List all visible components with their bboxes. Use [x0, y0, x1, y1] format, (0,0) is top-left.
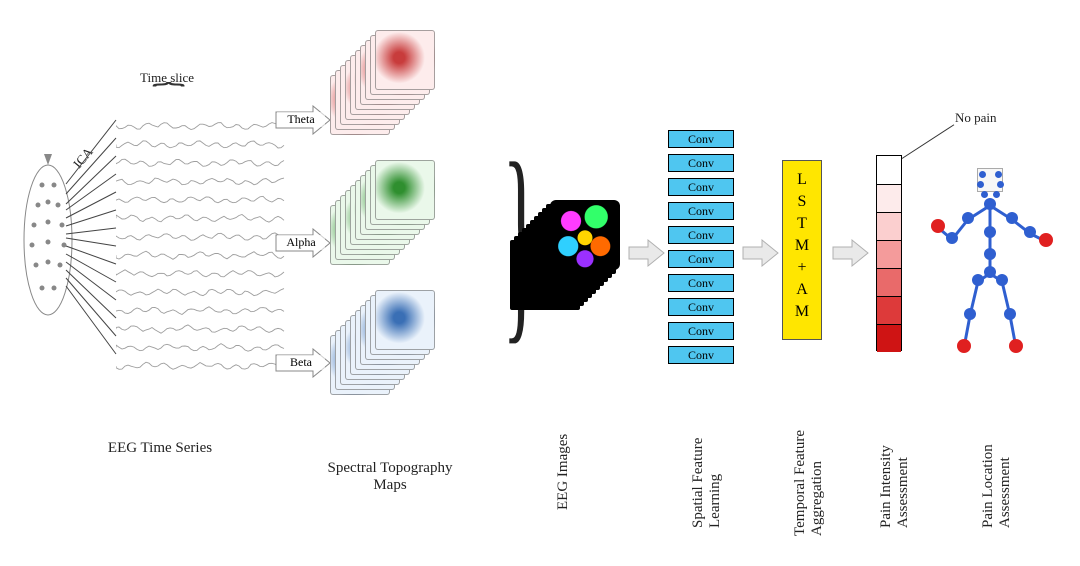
flow-arrow-icon: [742, 238, 780, 273]
lstm-letter: S: [783, 191, 821, 213]
intensity-segment: [877, 268, 901, 296]
skeleton-joint: [997, 181, 1004, 188]
skeleton-joint: [962, 212, 974, 224]
band-arrow-label: Beta: [277, 355, 325, 370]
lstm-am-block: LSTM+AM: [782, 160, 822, 340]
intensity-segment: [877, 184, 901, 212]
lstm-letter: L: [783, 169, 821, 191]
stage-spectral-maps: [330, 30, 500, 450]
pain-joint: [1039, 233, 1053, 247]
stage-label-spatial: Spatial Feature Learning: [690, 398, 724, 528]
skeleton-joint: [979, 171, 986, 178]
conv-layer: Conv: [668, 154, 734, 172]
stage-label-spectral: Spectral Topography Maps: [300, 460, 480, 494]
pain-joint: [1009, 339, 1023, 353]
eeg-image-tile: [550, 200, 620, 270]
conv-layer: Conv: [668, 298, 734, 316]
eeg-waveforms: [116, 116, 286, 376]
time-slice-brace-icon: ⏞: [152, 82, 185, 108]
flow-arrow-icon: [628, 238, 666, 273]
conv-layer: Conv: [668, 322, 734, 340]
stage-spatial-learning: Conv Conv Conv Conv Conv Conv Conv Conv Conv Conv: [668, 130, 738, 380]
stage-label-images: EEG Images: [555, 400, 572, 510]
topo-tile: [375, 290, 435, 350]
pain-joint: [931, 219, 945, 233]
topo-tile: [375, 30, 435, 90]
skeleton-joint: [1004, 308, 1016, 320]
pain-joint: [957, 339, 971, 353]
band-arrow-beta: Beta: [275, 348, 331, 383]
skeleton-joint: [993, 191, 1000, 198]
intensity-segment: [877, 324, 901, 352]
skeleton-joint: [1024, 226, 1036, 238]
skeleton-joint: [946, 232, 958, 244]
conv-layer: Conv: [668, 178, 734, 196]
lstm-letter: A: [783, 279, 821, 301]
skeleton-joint: [964, 308, 976, 320]
skeleton-joint: [1006, 212, 1018, 224]
skeleton-joint: [996, 274, 1008, 286]
lstm-letter: M: [783, 301, 821, 323]
band-arrow-theta: Theta: [275, 105, 331, 140]
skeleton-joint: [984, 248, 996, 260]
conv-layer: Conv: [668, 226, 734, 244]
skeleton-joint: [972, 274, 984, 286]
lstm-letter: M: [783, 235, 821, 257]
flow-arrow-icon: [832, 238, 870, 273]
stage-label-eeg: EEG Time Series: [70, 440, 250, 457]
skeleton-figure: [930, 168, 1060, 368]
skeleton-joint: [981, 191, 988, 198]
conv-layer: Conv: [668, 274, 734, 292]
stage-label-temporal: Temporal Feature Aggregation: [792, 396, 826, 536]
intensity-segment: [877, 156, 901, 184]
skeleton-joint: [984, 198, 996, 210]
intensity-bar: [876, 155, 902, 351]
no-pain-leader-line: [902, 124, 955, 159]
stage-label-location: Pain Location Assessment: [980, 398, 1014, 528]
conv-layer: Conv: [668, 250, 734, 268]
intensity-segment: [877, 212, 901, 240]
lstm-letter: +: [783, 257, 821, 279]
conv-layer: Conv: [668, 202, 734, 220]
band-arrow-label: Theta: [277, 112, 325, 127]
skeleton-joint: [984, 266, 996, 278]
intensity-segment: [877, 240, 901, 268]
intensity-segment: [877, 296, 901, 324]
stage-eeg-images: [510, 200, 640, 330]
lstm-letter: T: [783, 213, 821, 235]
no-pain-label: No pain: [955, 110, 997, 126]
band-arrow-alpha: Alpha: [275, 228, 331, 263]
stage-label-intensity: Pain Intensity Assessment: [878, 398, 912, 528]
skeleton-joint: [984, 226, 996, 238]
topo-tile: [375, 160, 435, 220]
skeleton-joint: [995, 171, 1002, 178]
band-arrow-label: Alpha: [277, 235, 325, 250]
conv-layer: Conv: [668, 130, 734, 148]
stage-eeg-timeseries: ICA Time slice ⏞: [20, 70, 280, 410]
conv-layer: Conv: [668, 346, 734, 364]
skeleton-joint: [977, 181, 984, 188]
